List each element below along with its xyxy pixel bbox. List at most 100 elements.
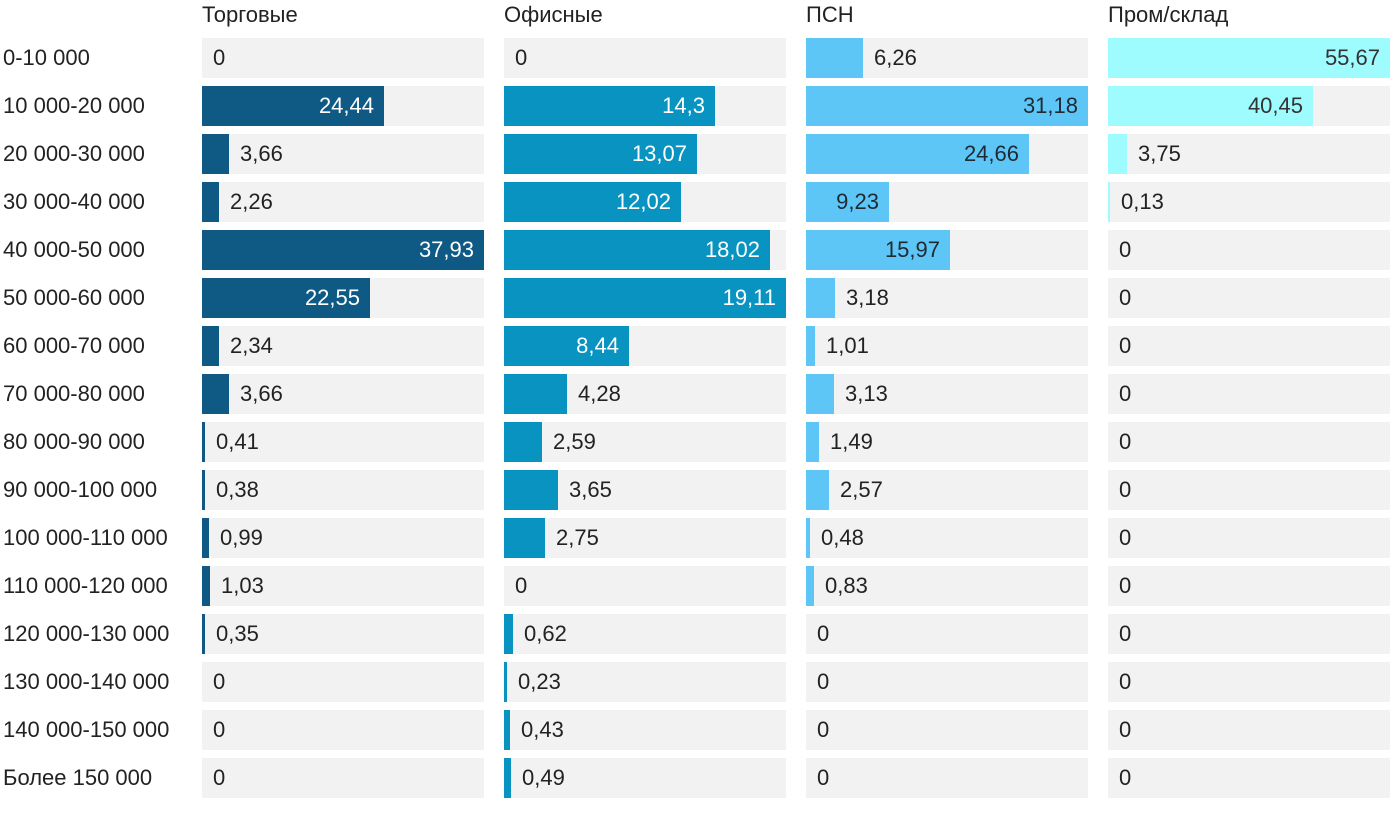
data-label: 0: [213, 669, 226, 694]
category-label: 110 000-120 000: [3, 573, 168, 598]
bar-track: 18,02: [504, 230, 786, 270]
bar-track: 0,49: [504, 758, 786, 798]
data-label: 0: [515, 45, 528, 70]
bar-track: 0: [202, 758, 484, 798]
bar-track: 0: [504, 566, 786, 606]
bar-track: 13,07: [504, 134, 786, 174]
bar: [504, 86, 715, 126]
bar-track: 0: [806, 662, 1088, 702]
bar-track: 0: [1108, 710, 1390, 750]
data-label: 19,11: [722, 285, 776, 310]
bar-track: 0,23: [504, 662, 786, 702]
bar-track: 0,13: [1108, 182, 1390, 222]
bar: [806, 374, 834, 414]
bar-track: 0: [1108, 758, 1390, 798]
data-label: 0: [1119, 477, 1132, 502]
series-title: Пром/склад: [1108, 2, 1229, 27]
data-label: 2,57: [840, 477, 883, 502]
bar-track: 3,66: [202, 134, 484, 174]
category-label: 10 000-20 000: [3, 93, 145, 118]
bar: [806, 230, 950, 270]
data-label: 12,02: [615, 189, 671, 214]
bar-track: 0: [1108, 374, 1390, 414]
data-label: 3,66: [240, 141, 283, 166]
bar-track: 0,62: [504, 614, 786, 654]
bar: [504, 230, 770, 270]
bar: [1108, 134, 1127, 174]
bar-track: 24,44: [202, 86, 484, 126]
bar-track: 2,75: [504, 518, 786, 558]
data-label: 0,43: [521, 717, 564, 742]
category-label: 40 000-50 000: [3, 237, 145, 262]
data-label: 0: [1119, 573, 1132, 598]
bar-track: 15,97: [806, 230, 1088, 270]
data-label: 0: [817, 621, 830, 646]
data-label: 0,38: [216, 477, 259, 502]
category-label: Более 150 000: [3, 765, 153, 790]
bar-track: 0,35: [202, 614, 484, 654]
data-label: 0: [1119, 717, 1132, 742]
bar-track: 0,99: [202, 518, 484, 558]
bar: [806, 86, 1088, 126]
bar-track: 0,41: [202, 422, 484, 462]
data-label: 4,28: [578, 381, 621, 406]
bar-track: 3,75: [1108, 134, 1390, 174]
data-label: 0,99: [220, 525, 263, 550]
bar: [806, 326, 815, 366]
data-label: 8,44: [576, 333, 619, 358]
bar-track: 2,34: [202, 326, 484, 366]
bar: [504, 662, 507, 702]
category-label: 60 000-70 000: [3, 333, 145, 358]
bar-track: 2,57: [806, 470, 1088, 510]
data-label: 9,23: [836, 189, 879, 214]
bar-track: 0: [1108, 278, 1390, 318]
data-label: 0: [817, 669, 830, 694]
data-label: 3,66: [240, 381, 283, 406]
bar-track: 1,49: [806, 422, 1088, 462]
bar-track: 6,26: [806, 38, 1088, 78]
bar-track: 1,03: [202, 566, 484, 606]
data-label: 0: [213, 717, 226, 742]
bar-track: 2,59: [504, 422, 786, 462]
category-label: 0-10 000: [3, 45, 90, 70]
data-label: 0,23: [518, 669, 561, 694]
data-label: 0: [1119, 237, 1132, 262]
bar-track: 2,26: [202, 182, 484, 222]
bar-track: 0: [1108, 470, 1390, 510]
bar-track: 0: [1108, 518, 1390, 558]
category-label: 140 000-150 000: [3, 717, 170, 742]
bar: [504, 326, 629, 366]
bar-track: 9,23: [806, 182, 1088, 222]
data-label: 0,83: [825, 573, 868, 598]
bar-track: 0,38: [202, 470, 484, 510]
bar-track: 0: [202, 662, 484, 702]
category-label: 130 000-140 000: [3, 669, 170, 694]
data-label: 2,34: [230, 333, 273, 358]
bar: [806, 278, 835, 318]
bar-track: 55,67: [1108, 38, 1390, 78]
data-label: 22,55: [304, 285, 360, 310]
data-label: 0: [213, 45, 226, 70]
bar: [202, 614, 205, 654]
bar-track: 0: [1108, 230, 1390, 270]
data-label: 0: [817, 717, 830, 742]
bar: [504, 134, 697, 174]
data-label: 3,65: [569, 477, 612, 502]
data-label: 0,41: [216, 429, 259, 454]
bar-track: 0,48: [806, 518, 1088, 558]
category-label: 70 000-80 000: [3, 381, 145, 406]
data-label: 15,97: [884, 237, 940, 262]
bar-track: 0: [1108, 566, 1390, 606]
bar-track: 3,66: [202, 374, 484, 414]
data-label: 0,49: [522, 765, 565, 790]
category-label: 120 000-130 000: [3, 621, 170, 646]
data-label: 1,49: [830, 429, 873, 454]
bar: [504, 470, 558, 510]
bar-track: 40,45: [1108, 86, 1390, 126]
data-label: 14,3: [662, 93, 705, 118]
data-label: 0: [1119, 429, 1132, 454]
data-label: 2,75: [556, 525, 599, 550]
bar-track: 3,18: [806, 278, 1088, 318]
bar-track: 22,55: [202, 278, 484, 318]
bar: [202, 422, 205, 462]
